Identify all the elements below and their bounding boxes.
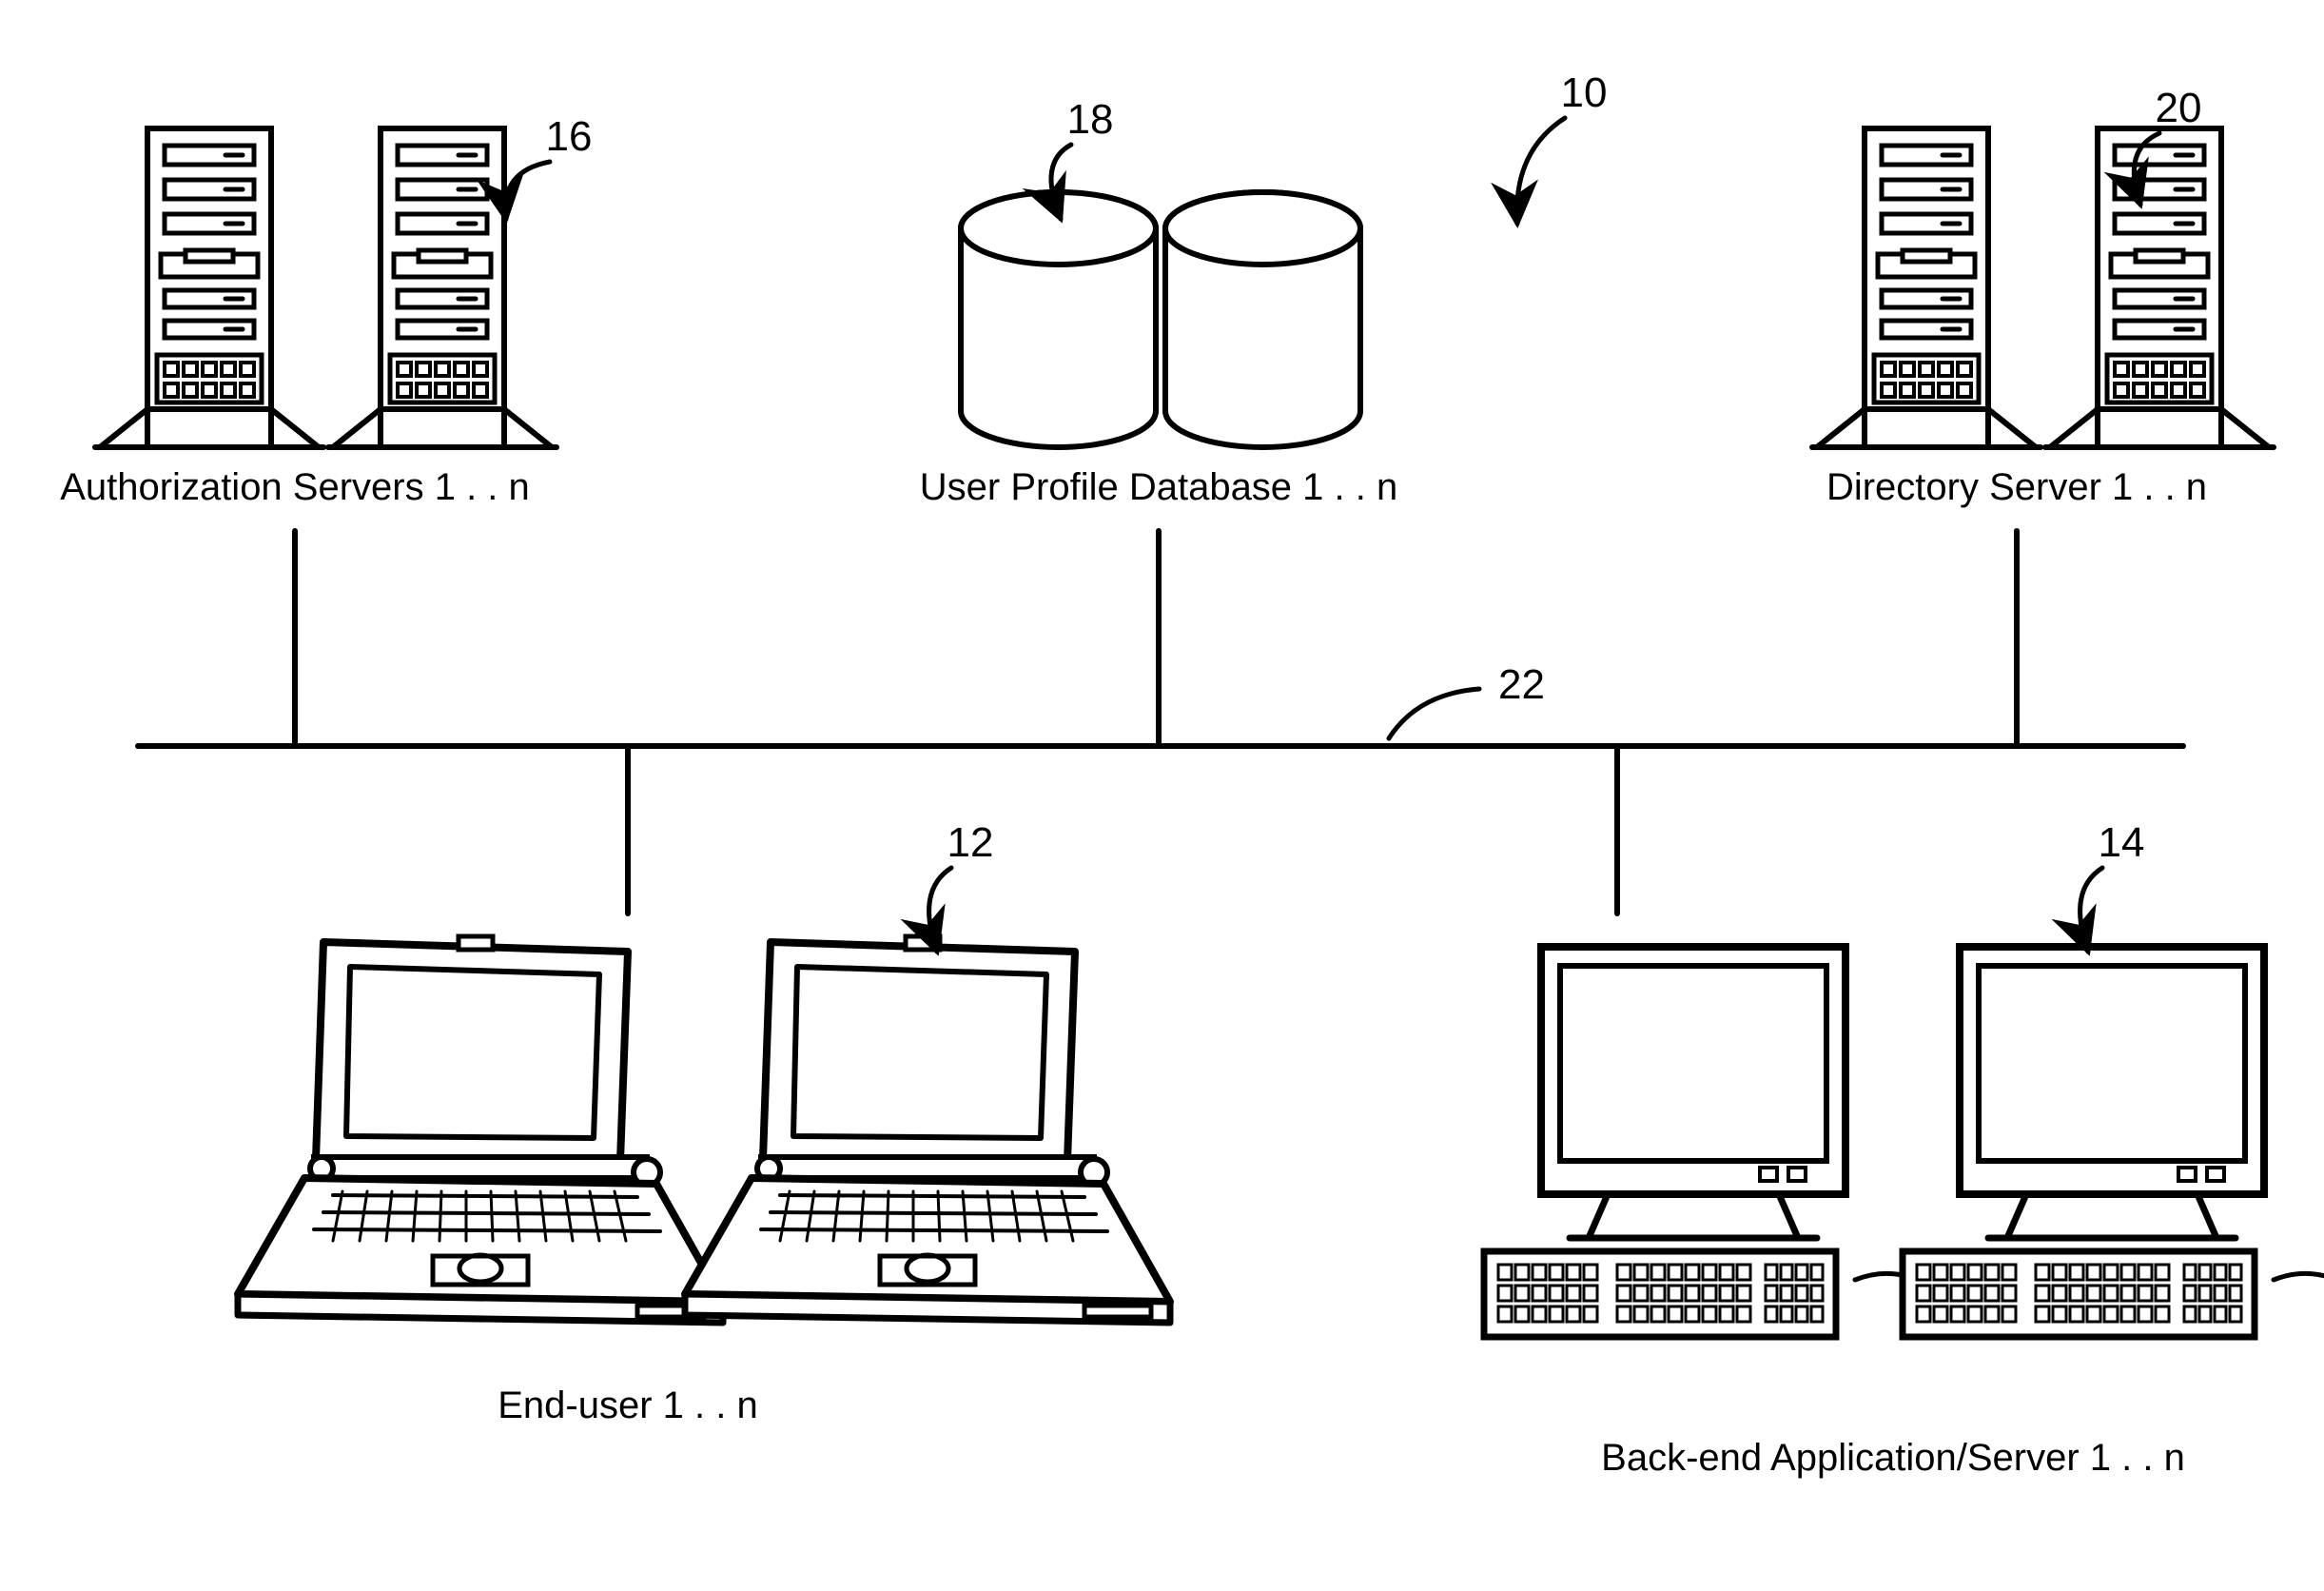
ref-16: 16 <box>505 113 592 219</box>
auth-servers-label: Authorization Servers 1 . . n <box>60 466 530 508</box>
ref-12: 12 <box>947 819 994 866</box>
user-db-label: User Profile Database 1 . . n <box>920 466 1397 508</box>
server-icon <box>2045 128 2274 447</box>
desktop-icon <box>1903 947 2324 1337</box>
ref-20: 20 <box>2156 85 2202 131</box>
server-icon <box>1812 128 2041 447</box>
database-icon <box>1165 192 1360 447</box>
user-db-group <box>961 192 1360 447</box>
ref-14: 14 <box>2080 819 2145 952</box>
backend-label: Back-end Application/Server 1 . . n <box>1601 1437 2185 1479</box>
ref-14: 14 <box>2099 819 2145 866</box>
network-diagram: 22 Authorization Servers 1 . . n 16 User Pr… <box>0 0 2324 1591</box>
directory-servers-group <box>1812 128 2274 447</box>
laptop-icon <box>685 936 1170 1323</box>
laptop-icon <box>238 936 723 1323</box>
ref-18: 18 <box>1067 96 1114 143</box>
ref-16: 16 <box>546 113 593 160</box>
ref-12: 12 <box>929 819 994 952</box>
auth-servers-group <box>95 128 557 447</box>
end-users-label: End-user 1 . . n <box>498 1385 757 1426</box>
backend-group <box>1484 947 2324 1337</box>
server-icon <box>328 128 557 447</box>
directory-servers-label: Directory Server 1 . . n <box>1826 466 2207 508</box>
ref-22: 22 <box>1498 661 1545 708</box>
ref-10: 10 <box>1517 69 1608 224</box>
database-icon <box>961 192 1156 447</box>
end-users-group <box>238 936 1170 1323</box>
server-icon <box>95 128 323 447</box>
ref-10: 10 <box>1561 69 1608 116</box>
